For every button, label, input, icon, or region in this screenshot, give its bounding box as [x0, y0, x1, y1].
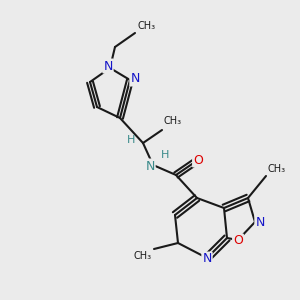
Text: N: N: [255, 215, 265, 229]
Text: CH₃: CH₃: [134, 251, 152, 261]
Text: H: H: [161, 150, 170, 160]
Text: CH₃: CH₃: [164, 116, 182, 126]
Text: N: N: [103, 59, 113, 73]
Text: CH₃: CH₃: [268, 164, 286, 174]
Text: H: H: [127, 135, 135, 145]
Text: O: O: [193, 154, 203, 166]
Text: N: N: [202, 253, 212, 266]
Text: CH₃: CH₃: [137, 21, 155, 31]
Text: O: O: [233, 235, 243, 248]
Text: N: N: [145, 160, 155, 172]
Text: N: N: [130, 73, 140, 85]
